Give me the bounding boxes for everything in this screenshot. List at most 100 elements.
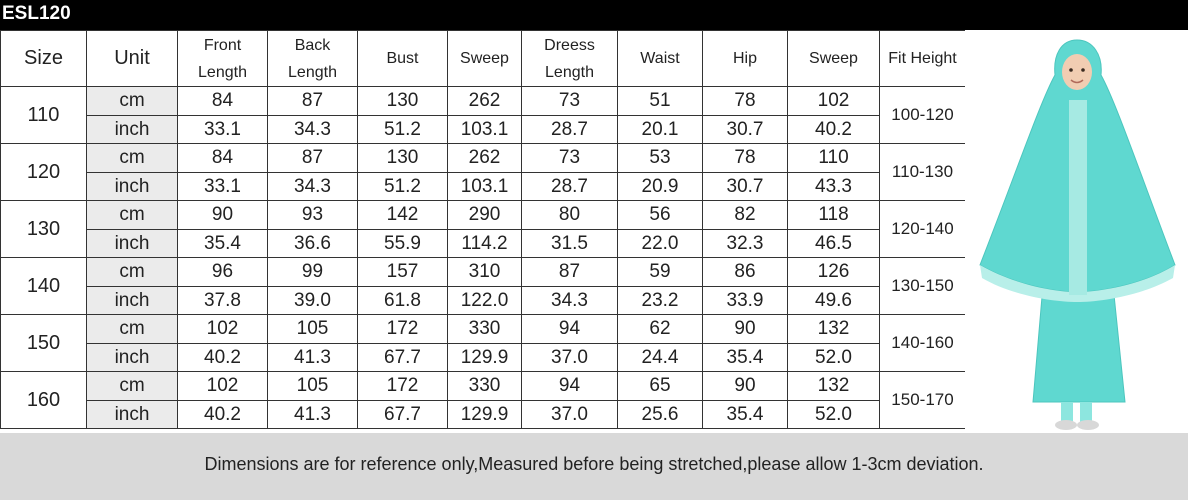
value-cell: 142 <box>357 200 448 230</box>
value-cell: 20.1 <box>617 115 703 144</box>
fit-height-cell: 150-170 <box>879 371 966 429</box>
value-cell: 262 <box>447 143 522 173</box>
title-bar: ESL120 <box>0 0 1188 30</box>
value-cell: 22.0 <box>617 229 703 258</box>
value-cell: 78 <box>702 143 788 173</box>
value-cell: 52.0 <box>787 400 880 429</box>
value-cell: 65 <box>617 371 703 401</box>
value-cell: 67.7 <box>357 343 448 372</box>
header-front-length: Front Length <box>177 30 268 87</box>
header-dress-length: Dreess Length <box>521 30 618 87</box>
value-cell: 126 <box>787 257 880 287</box>
right-shoe <box>1077 420 1099 430</box>
value-cell: 132 <box>787 314 880 344</box>
value-cell: 330 <box>447 314 522 344</box>
table-row-cm: 160 cm 102 105 172 330 94 65 90 132 150-170 <box>0 371 966 429</box>
value-cell: 90 <box>702 371 788 401</box>
value-cell: 33.1 <box>177 172 268 201</box>
size-cell: 130 <box>0 200 87 258</box>
table-row-inch: inch 33.1 34.3 51.2 103.1 28.7 20.1 30.7 40.2 <box>1 115 966 144</box>
header-waist: Waist <box>617 30 703 87</box>
header-sweep: Sweep <box>447 30 522 87</box>
value-cell: 67.7 <box>357 400 448 429</box>
value-cell: 157 <box>357 257 448 287</box>
lace-panel <box>1069 100 1087 295</box>
model-illustration <box>979 39 1176 430</box>
value-cell: 23.2 <box>617 286 703 315</box>
table-row-cm: 120 cm 84 87 130 262 73 53 78 110 110-130 <box>0 143 966 201</box>
table-row-cm: 130 cm 90 93 142 290 80 56 82 118 120-140 <box>0 200 966 258</box>
value-cell: 114.2 <box>447 229 522 258</box>
header-bust: Bust <box>357 30 448 87</box>
skirt <box>1032 284 1126 403</box>
table-row-inch: inch 40.2 41.3 67.7 129.9 37.0 24.4 35.4 52.0 <box>1 343 966 372</box>
value-cell: 51 <box>617 86 703 116</box>
left-shoe <box>1055 420 1077 430</box>
value-cell: 59 <box>617 257 703 287</box>
product-photo <box>965 30 1188 433</box>
value-cell: 84 <box>177 86 268 116</box>
value-cell: 43.3 <box>787 172 880 201</box>
left-eye <box>1069 68 1073 72</box>
table-header-row: Size Unit Front Length Back Length Bust Sw… <box>0 30 966 87</box>
value-cell: 172 <box>357 314 448 344</box>
size-table: Size Unit Front Length Back Length Bust Sw… <box>0 30 966 429</box>
value-cell: 30.7 <box>702 172 788 201</box>
value-cell: 87 <box>267 86 358 116</box>
value-cell: 39.0 <box>267 286 358 315</box>
header-size: Size <box>0 30 87 87</box>
fit-height-cell: 140-160 <box>879 314 966 372</box>
value-cell: 122.0 <box>447 286 522 315</box>
value-cell: 24.4 <box>617 343 703 372</box>
unit-cell: cm <box>86 86 178 116</box>
value-cell: 37.8 <box>177 286 268 315</box>
value-cell: 99 <box>267 257 358 287</box>
value-cell: 103.1 <box>447 115 522 144</box>
unit-cell: inch <box>86 229 178 258</box>
table-row-inch: inch 35.4 36.6 55.9 114.2 31.5 22.0 32.3 46.5 <box>1 229 966 258</box>
value-cell: 61.8 <box>357 286 448 315</box>
value-cell: 34.3 <box>267 115 358 144</box>
footer-note: Dimensions are for reference only,Measur… <box>204 454 984 474</box>
value-cell: 53 <box>617 143 703 173</box>
value-cell: 262 <box>447 86 522 116</box>
value-cell: 290 <box>447 200 522 230</box>
unit-cell: cm <box>86 143 178 173</box>
right-eye <box>1081 68 1085 72</box>
value-cell: 310 <box>447 257 522 287</box>
value-cell: 105 <box>267 314 358 344</box>
value-cell: 36.6 <box>267 229 358 258</box>
value-cell: 37.0 <box>521 400 618 429</box>
value-cell: 129.9 <box>447 400 522 429</box>
value-cell: 31.5 <box>521 229 618 258</box>
value-cell: 102 <box>177 314 268 344</box>
value-cell: 102 <box>177 371 268 401</box>
value-cell: 35.4 <box>177 229 268 258</box>
value-cell: 34.3 <box>267 172 358 201</box>
value-cell: 55.9 <box>357 229 448 258</box>
value-cell: 94 <box>521 371 618 401</box>
value-cell: 40.2 <box>177 400 268 429</box>
value-cell: 90 <box>177 200 268 230</box>
fit-height-cell: 100-120 <box>879 86 966 144</box>
size-cell: 160 <box>0 371 87 429</box>
value-cell: 33.1 <box>177 115 268 144</box>
unit-cell: cm <box>86 257 178 287</box>
unit-cell: cm <box>86 314 178 344</box>
unit-cell: inch <box>86 115 178 144</box>
value-cell: 35.4 <box>702 343 788 372</box>
table-row-inch: inch 40.2 41.3 67.7 129.9 37.0 25.6 35.4 52.0 <box>1 400 966 429</box>
unit-cell: inch <box>86 286 178 315</box>
value-cell: 110 <box>787 143 880 173</box>
value-cell: 28.7 <box>521 172 618 201</box>
header-hip: Hip <box>702 30 788 87</box>
value-cell: 103.1 <box>447 172 522 201</box>
value-cell: 20.9 <box>617 172 703 201</box>
value-cell: 62 <box>617 314 703 344</box>
value-cell: 93 <box>267 200 358 230</box>
value-cell: 35.4 <box>702 400 788 429</box>
value-cell: 90 <box>702 314 788 344</box>
table-body: 110 cm 84 87 130 262 73 51 78 102 100-120 inch 33.1 3… <box>0 86 966 429</box>
value-cell: 172 <box>357 371 448 401</box>
unit-cell: inch <box>86 172 178 201</box>
